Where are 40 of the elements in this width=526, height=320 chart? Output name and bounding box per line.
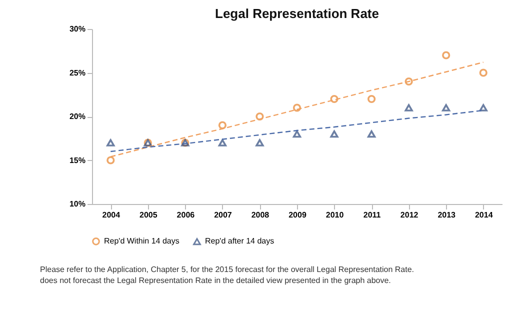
point bbox=[256, 139, 264, 146]
line-series bbox=[110, 62, 484, 158]
point bbox=[367, 130, 376, 138]
x-tick-label: 2009 bbox=[288, 210, 307, 220]
chart-title: Legal Representation Rate bbox=[215, 6, 379, 21]
point bbox=[479, 104, 488, 112]
point bbox=[330, 130, 338, 138]
x-tick-label: 2004 bbox=[102, 210, 121, 220]
point bbox=[404, 77, 413, 86]
x-tick-label: 2007 bbox=[214, 210, 232, 220]
text: does not forecast the Legal Representation Rate in the detailed view presented in the graph above. bbox=[40, 276, 391, 285]
point bbox=[404, 104, 413, 112]
x-tick-label: 2008 bbox=[251, 210, 270, 220]
x-tick-label: 2010 bbox=[326, 210, 344, 220]
legend-label: Rep'd Within 14 days bbox=[104, 236, 180, 246]
x-tick-label: 2013 bbox=[438, 210, 456, 220]
point bbox=[256, 112, 264, 121]
y-tick-label: 30% bbox=[69, 24, 86, 34]
point bbox=[442, 51, 450, 60]
point bbox=[479, 68, 488, 77]
x-tick-label: 2006 bbox=[176, 210, 196, 220]
x-tick-label: 2005 bbox=[140, 210, 158, 220]
point bbox=[442, 104, 450, 112]
point bbox=[367, 94, 376, 104]
y-tick-label: 25% bbox=[69, 68, 86, 78]
y-tick-label: 15% bbox=[69, 156, 86, 165]
x-tick-label: 2012 bbox=[400, 210, 419, 220]
legend-label: Rep'd after 14 days bbox=[205, 236, 274, 246]
y-tick-label: 10% bbox=[69, 200, 86, 208]
point bbox=[218, 121, 227, 130]
y-tick-label: 20% bbox=[69, 112, 86, 121]
point bbox=[292, 130, 302, 138]
text: Please refer to the Application, Chapter 5, for the 2015 forecast for the overall Legal Representation Rate. bbox=[40, 265, 414, 274]
point bbox=[106, 139, 115, 146]
x-tick-label: 2011 bbox=[363, 210, 382, 220]
point bbox=[292, 104, 302, 112]
point bbox=[106, 156, 115, 164]
x-tick-label: 2014 bbox=[474, 210, 494, 220]
point bbox=[218, 139, 227, 146]
point bbox=[330, 94, 338, 104]
